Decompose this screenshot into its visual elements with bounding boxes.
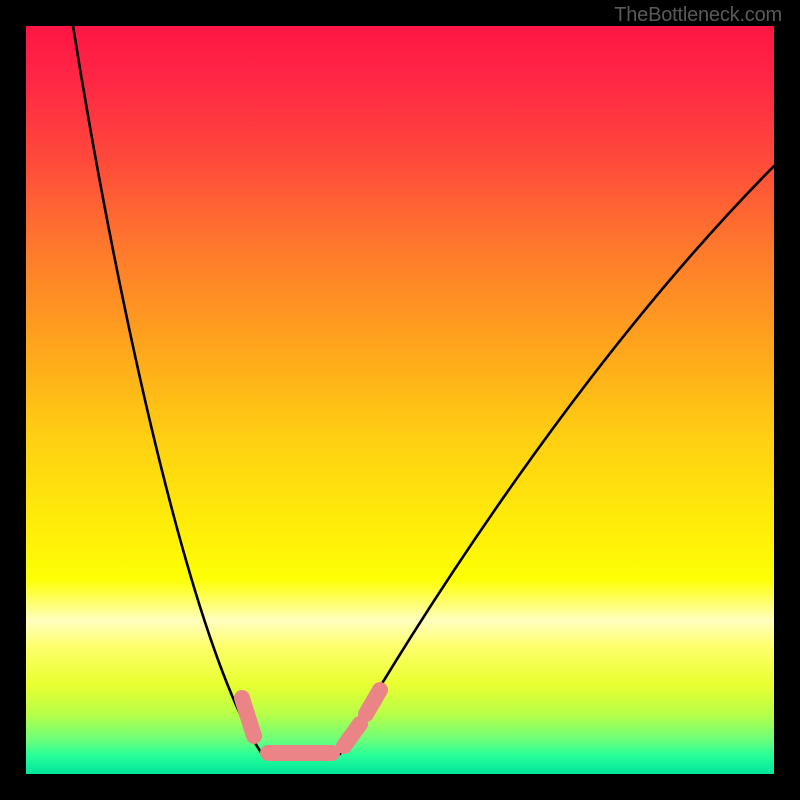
plot-area — [26, 26, 774, 774]
gradient-background — [26, 26, 774, 774]
watermark-text: TheBottleneck.com — [614, 4, 782, 27]
plot-svg — [26, 26, 774, 774]
